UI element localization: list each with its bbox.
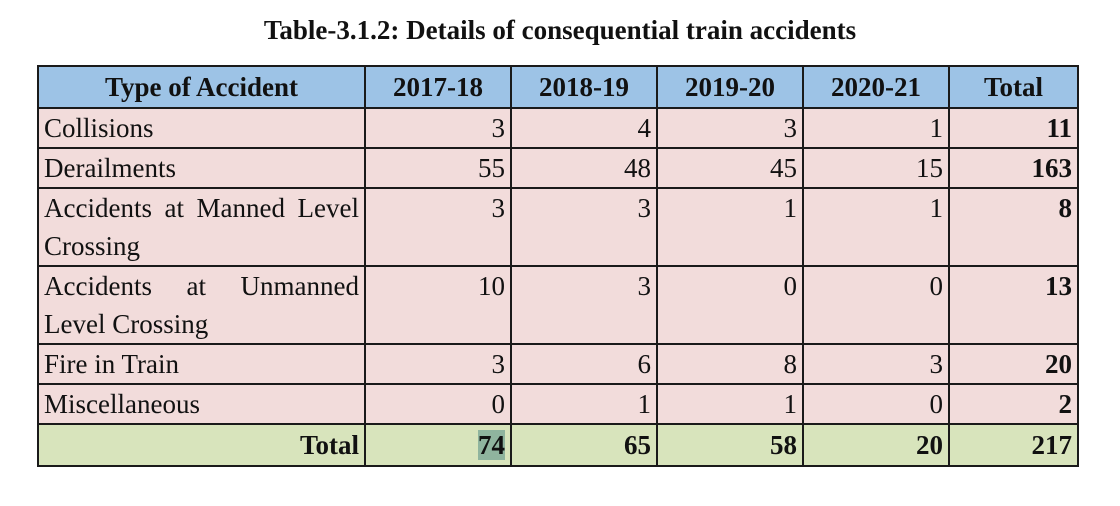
total-2019-20: 58 — [656, 423, 804, 467]
grand-total: 217 — [948, 423, 1079, 467]
cell-value: 3 — [364, 343, 512, 385]
row-label: Miscellaneous — [37, 383, 366, 425]
cell-value: 6 — [510, 343, 658, 385]
row-total: 2 — [948, 383, 1079, 425]
row-total: 163 — [948, 147, 1079, 189]
row-label: Collisions — [37, 107, 366, 149]
table-row: Collisions 3 4 3 1 11 — [37, 107, 1079, 149]
cell-value: 15 — [802, 147, 950, 189]
header-type-of-accident: Type of Accident — [37, 65, 366, 109]
table-row: Accidents at Unmanned Level Crossing 10 … — [37, 265, 1079, 345]
header-total: Total — [948, 65, 1079, 109]
row-label: Fire in Train — [37, 343, 366, 385]
row-total: 11 — [948, 107, 1079, 149]
row-label: Derailments — [37, 147, 366, 189]
table-row: Derailments 55 48 45 15 163 — [37, 147, 1079, 189]
row-label: Accidents at Unmanned Level Crossing — [37, 265, 366, 345]
cell-value: 48 — [510, 147, 658, 189]
accidents-table: Type of Accident 2017-18 2018-19 2019-20… — [37, 65, 1079, 467]
cell-value: 3 — [510, 265, 658, 345]
cell-value: 0 — [656, 265, 804, 345]
cell-value: 0 — [364, 383, 512, 425]
table-row: Miscellaneous 0 1 1 0 2 — [37, 383, 1079, 425]
cell-value: 1 — [656, 383, 804, 425]
table-row: Accidents at Manned Level Crossing 3 3 1… — [37, 187, 1079, 267]
total-2020-21: 20 — [802, 423, 950, 467]
cell-value: 4 — [510, 107, 658, 149]
row-total: 8 — [948, 187, 1079, 267]
header-2020-21: 2020-21 — [802, 65, 950, 109]
cell-value: 10 — [364, 265, 512, 345]
cell-value: 3 — [364, 107, 512, 149]
selected-text-highlight: 74 — [478, 430, 505, 460]
cell-value: 0 — [802, 265, 950, 345]
cell-value: 3 — [510, 187, 658, 267]
cell-value: 1 — [510, 383, 658, 425]
cell-value: 8 — [656, 343, 804, 385]
cell-value: 1 — [802, 187, 950, 267]
total-row: Total 74 65 58 20 217 — [37, 423, 1079, 467]
cell-value: 3 — [802, 343, 950, 385]
header-2017-18: 2017-18 — [364, 65, 512, 109]
row-total: 20 — [948, 343, 1079, 385]
total-label: Total — [37, 423, 366, 467]
cell-value: 3 — [656, 107, 804, 149]
cell-value: 1 — [802, 107, 950, 149]
cell-value: 55 — [364, 147, 512, 189]
cell-value: 0 — [802, 383, 950, 425]
header-2019-20: 2019-20 — [656, 65, 804, 109]
total-2017-18: 74 — [364, 423, 512, 467]
cell-value: 45 — [656, 147, 804, 189]
header-2018-19: 2018-19 — [510, 65, 658, 109]
row-total: 13 — [948, 265, 1079, 345]
row-label: Accidents at Manned Level Crossing — [37, 187, 366, 267]
total-2018-19: 65 — [510, 423, 658, 467]
cell-value: 3 — [364, 187, 512, 267]
cell-value: 1 — [656, 187, 804, 267]
table-row: Fire in Train 3 6 8 3 20 — [37, 343, 1079, 385]
table-title: Table-3.1.2: Details of consequential tr… — [263, 15, 857, 45]
header-row: Type of Accident 2017-18 2018-19 2019-20… — [37, 65, 1079, 109]
